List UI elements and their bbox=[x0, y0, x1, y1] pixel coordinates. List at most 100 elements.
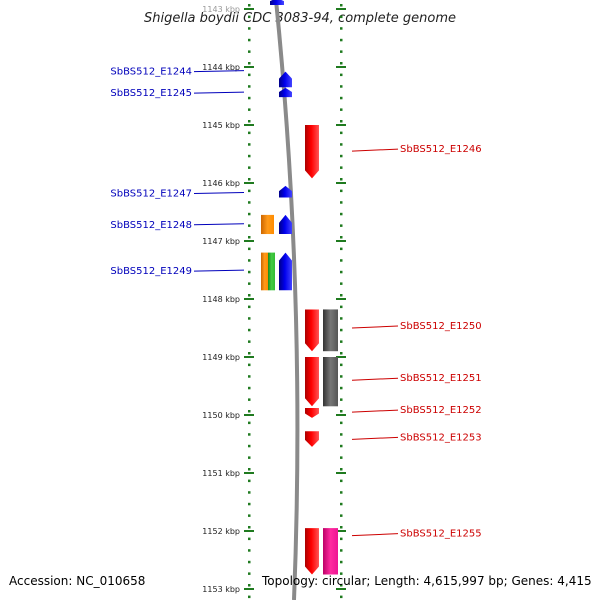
scale-dot-left bbox=[248, 444, 251, 448]
scale-dot-right bbox=[340, 363, 343, 367]
scale-dot-right bbox=[340, 375, 343, 378]
gene-bar-far-left[interactable] bbox=[261, 252, 268, 291]
scale-dot-left bbox=[248, 73, 251, 77]
scale-dot-right bbox=[340, 305, 343, 309]
scale-dot-right bbox=[340, 62, 343, 65]
gene-arrow-left[interactable] bbox=[279, 71, 292, 88]
gene-bar-far-right[interactable] bbox=[323, 309, 338, 352]
scale-dot-left bbox=[248, 294, 251, 297]
gene-label-right[interactable]: SbBS512_E1250 bbox=[400, 321, 482, 332]
scale-dot-left bbox=[248, 386, 251, 390]
scale-dot-right bbox=[340, 328, 343, 332]
gene-features bbox=[261, 0, 338, 575]
gene-label-right[interactable]: SbBS512_E1246 bbox=[400, 144, 482, 155]
gene-arrow-right[interactable] bbox=[305, 528, 319, 575]
scale-dot-left bbox=[248, 4, 251, 7]
gene-arrow-right[interactable] bbox=[305, 357, 319, 407]
scale-dot-right bbox=[340, 38, 343, 42]
scale-dot-right bbox=[340, 50, 343, 53]
gene-bar-far-right[interactable] bbox=[323, 528, 338, 575]
gene-label-left[interactable]: SbBS512_E1248 bbox=[110, 220, 192, 231]
scale-dot-left bbox=[248, 38, 251, 42]
map-title: Shigella boydii CDC 3083-94, complete ge… bbox=[144, 11, 456, 26]
scale-label: 1143 kbp bbox=[202, 5, 240, 14]
gene-arrow-left[interactable] bbox=[279, 214, 292, 235]
scale-dot-left bbox=[248, 131, 251, 135]
scale-label: 1146 kbp bbox=[202, 179, 240, 188]
gene-bar-far-left[interactable] bbox=[261, 214, 274, 235]
scale-dot-right bbox=[340, 85, 343, 88]
gene-label-right[interactable]: SbBS512_E1252 bbox=[400, 405, 482, 416]
gene-bar-far-left[interactable] bbox=[268, 252, 275, 291]
scale-dot-right bbox=[340, 143, 343, 146]
scale-dot-left bbox=[248, 340, 251, 343]
scale-dot-left bbox=[248, 491, 251, 494]
scale-dot-right bbox=[340, 236, 343, 239]
scale-label: 1151 kbp bbox=[202, 469, 240, 478]
scale-label: 1153 kbp bbox=[202, 585, 240, 594]
gene-label-right[interactable]: SbBS512_E1255 bbox=[400, 529, 482, 540]
scale-dot-right bbox=[340, 572, 343, 575]
scale-dot-right bbox=[340, 317, 343, 320]
gene-label-left[interactable]: SbBS512_E1249 bbox=[110, 266, 192, 277]
scale-dot-right bbox=[340, 154, 343, 158]
scale-dot-right bbox=[340, 560, 343, 564]
scale-dot-left bbox=[248, 595, 251, 599]
genome-summary: Topology: circular; Length: 4,615,997 bp… bbox=[262, 574, 592, 588]
scale-dot-left bbox=[248, 502, 251, 506]
scale-dot-right bbox=[340, 479, 343, 483]
gene-pointer-line bbox=[351, 148, 399, 152]
scale-dot-left bbox=[248, 120, 251, 123]
scale-dot-left bbox=[248, 212, 251, 216]
scale-dot-right bbox=[340, 421, 343, 425]
scale-dot-left bbox=[248, 247, 251, 251]
gene-arrow-left[interactable] bbox=[279, 87, 292, 98]
scale-dot-right bbox=[340, 491, 343, 494]
gene-bar-far-right[interactable] bbox=[323, 357, 338, 407]
scale-dot-right bbox=[340, 526, 343, 529]
scale-dot-right bbox=[340, 247, 343, 251]
gene-label-left[interactable]: SbBS512_E1245 bbox=[110, 88, 192, 99]
gene-arrow-left[interactable] bbox=[279, 185, 292, 198]
scale-label: 1148 kbp bbox=[202, 295, 240, 304]
gene-pointer-line bbox=[351, 325, 399, 329]
scale-label: 1150 kbp bbox=[202, 411, 240, 420]
scale-dot-right bbox=[340, 584, 343, 587]
gene-label-left[interactable]: SbBS512_E1244 bbox=[110, 67, 192, 78]
scale-dot-left bbox=[248, 456, 251, 459]
scale-dot-right bbox=[340, 456, 343, 459]
scale-dot-left bbox=[248, 328, 251, 332]
scale-label: 1152 kbp bbox=[202, 527, 240, 536]
gene-arrow-right[interactable] bbox=[305, 408, 319, 418]
scale-dot-right bbox=[340, 178, 343, 181]
scale-dot-right bbox=[340, 595, 343, 599]
scale-dot-right bbox=[340, 398, 343, 401]
scale-dot-left bbox=[248, 282, 251, 285]
scale-dot-right bbox=[340, 224, 343, 227]
gene-arrow-right[interactable] bbox=[305, 309, 319, 352]
scale-dot-right bbox=[340, 189, 343, 193]
gene-arrow-right[interactable] bbox=[305, 431, 319, 447]
scale-dot-right bbox=[340, 410, 343, 413]
gene-arrow-partial[interactable] bbox=[270, 0, 284, 5]
scale-dot-left bbox=[248, 50, 251, 53]
gene-label-right[interactable]: SbBS512_E1251 bbox=[400, 373, 482, 384]
scale-dot-left bbox=[248, 352, 251, 355]
scale-dot-left bbox=[248, 479, 251, 483]
scale-dot-left bbox=[248, 410, 251, 413]
gene-arrow-left[interactable] bbox=[279, 252, 292, 291]
scale-label: 1147 kbp bbox=[202, 237, 240, 246]
scale-dots bbox=[248, 4, 343, 599]
gene-label-left[interactable]: SbBS512_E1247 bbox=[110, 188, 192, 199]
scale-dot-right bbox=[340, 444, 343, 448]
scale-dot-left bbox=[248, 108, 251, 111]
scale-dot-left bbox=[248, 526, 251, 529]
scale-dot-left bbox=[248, 224, 251, 227]
scale-dot-right bbox=[340, 96, 343, 100]
scale-dot-right bbox=[340, 537, 343, 541]
gene-arrow-right[interactable] bbox=[305, 125, 319, 179]
scale-dot-left bbox=[248, 317, 251, 320]
gene-pointer-line bbox=[351, 436, 399, 440]
gene-label-right[interactable]: SbBS512_E1253 bbox=[400, 432, 482, 443]
